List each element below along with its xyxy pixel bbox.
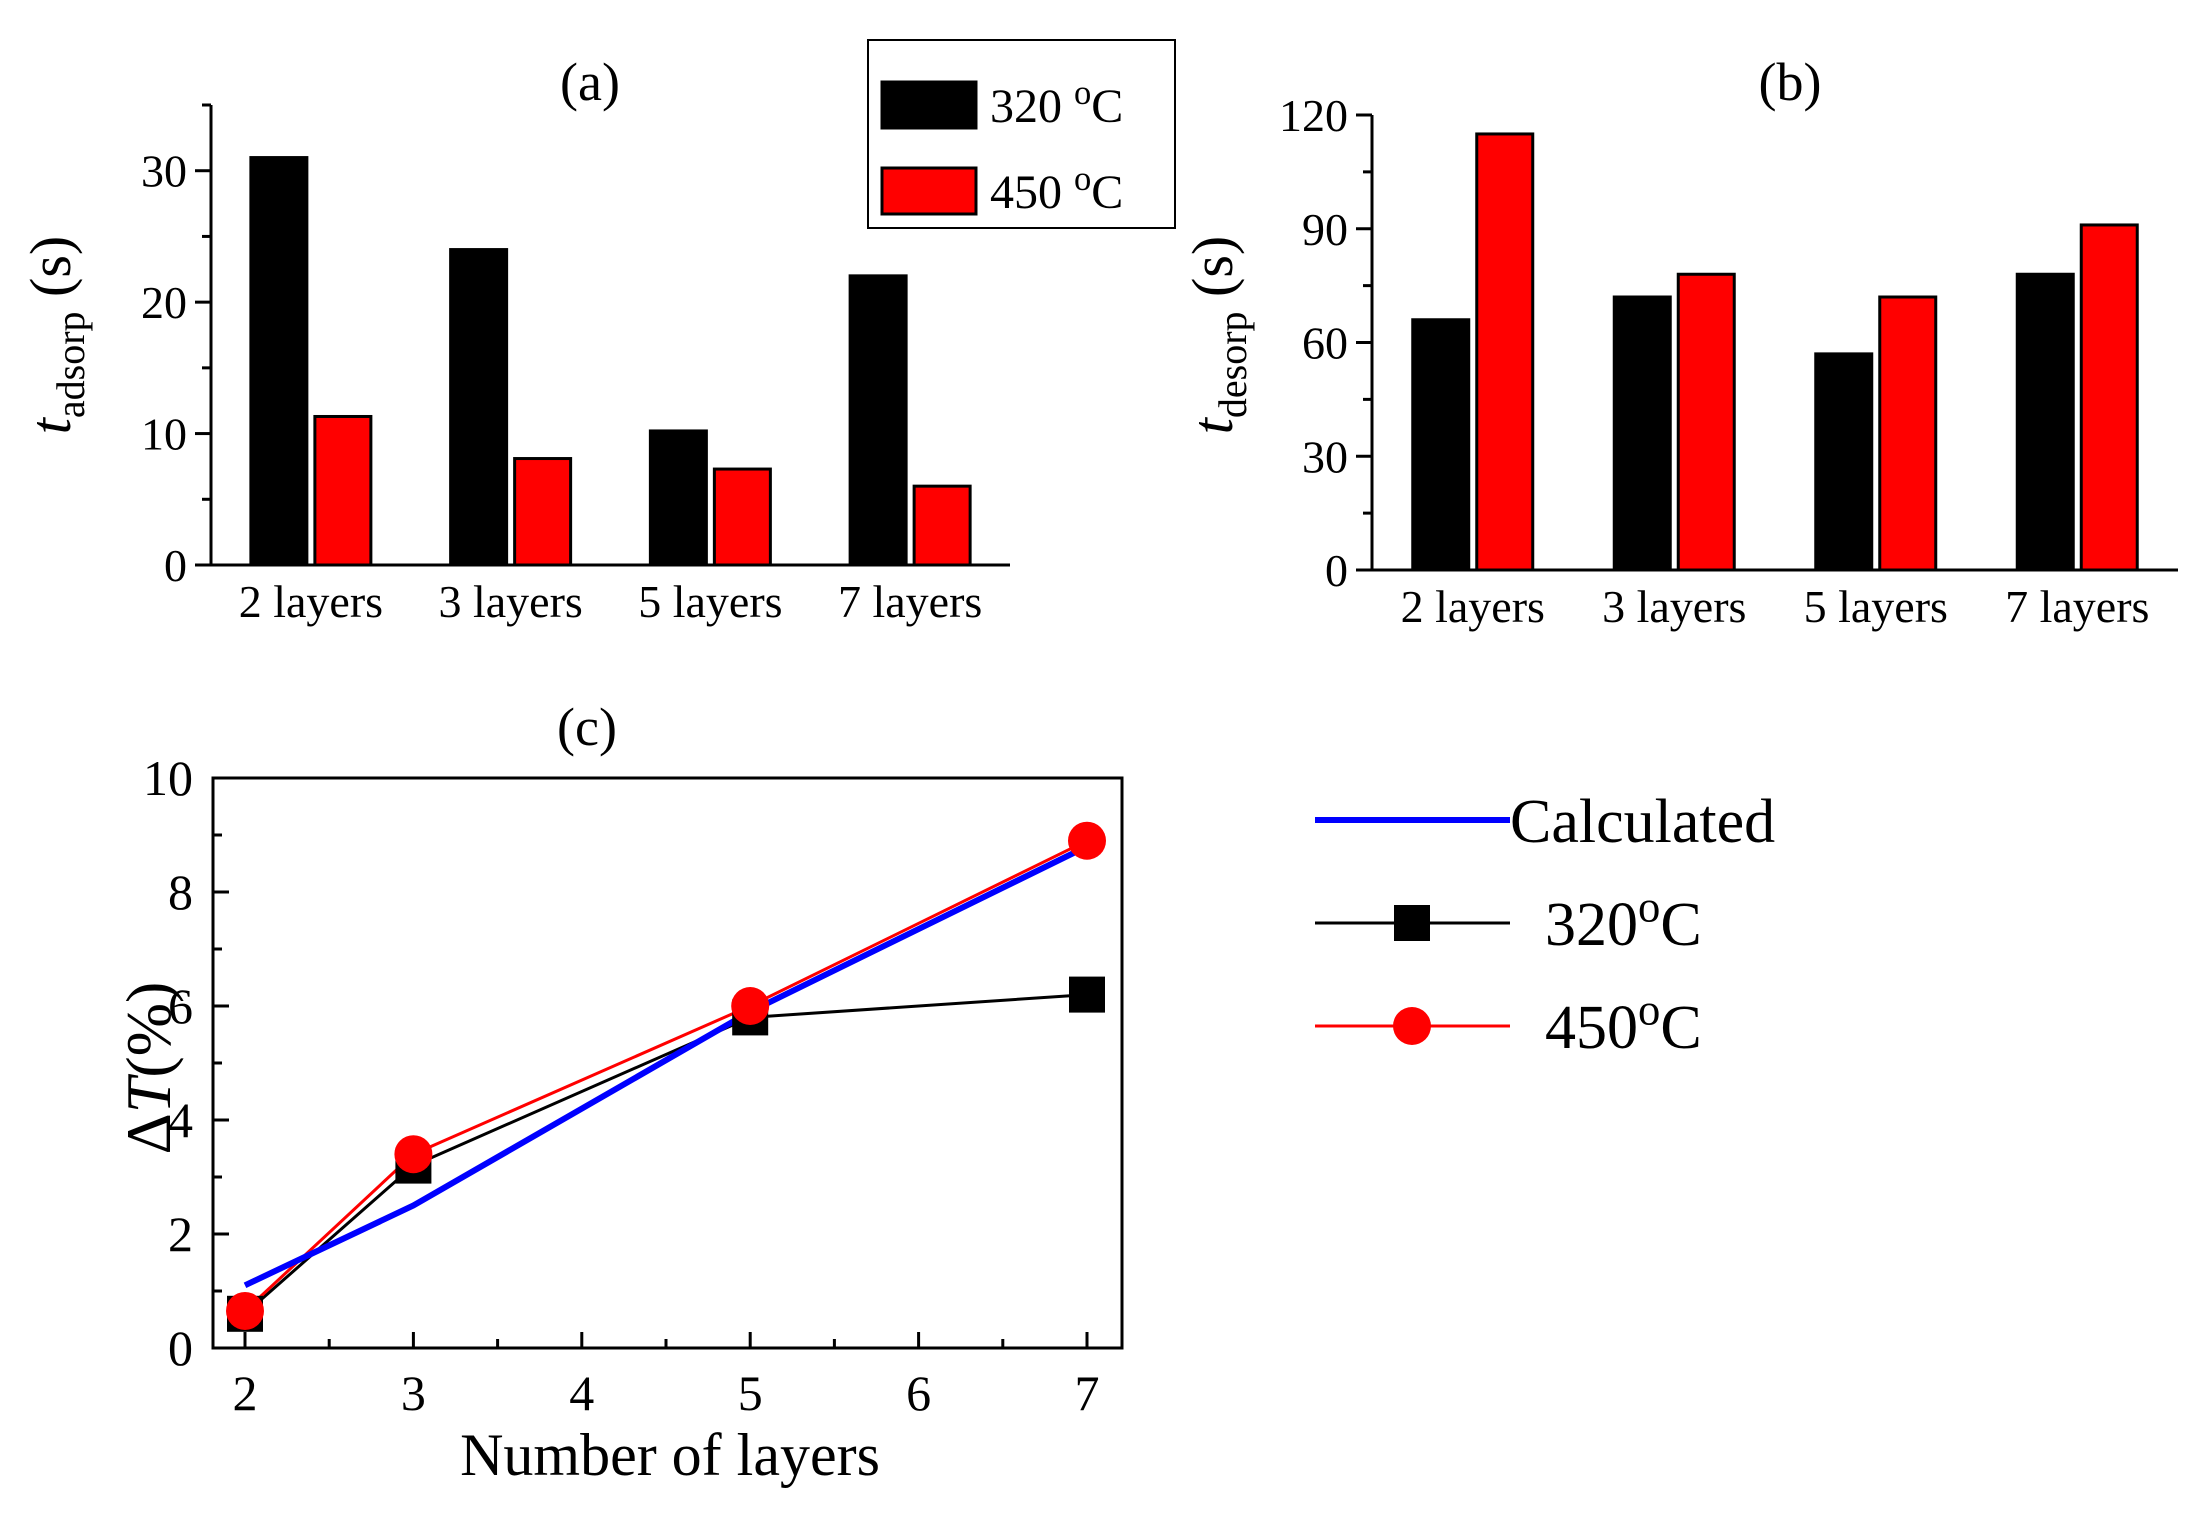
legend: Calculated 320oC 450oC xyxy=(1315,788,1775,1062)
x-tick-label: 5 layers xyxy=(638,576,782,627)
y-axis-label: tdesorp (s) xyxy=(1180,236,1255,434)
legend-label: 450 oC xyxy=(990,160,1123,219)
x-tick-label: 5 layers xyxy=(1804,581,1948,632)
y-axis-label: ΔT(%) xyxy=(113,982,184,1155)
bar xyxy=(313,414,373,567)
series-line xyxy=(244,993,1088,1315)
y-tick-label: 6 xyxy=(168,978,193,1034)
y-tick-label: 10 xyxy=(141,409,187,460)
x-tick-label: 3 layers xyxy=(438,576,582,627)
legend-label: 320 oC xyxy=(990,74,1123,133)
y-tick-label: 4 xyxy=(168,1092,193,1148)
y-tick-label: 120 xyxy=(1279,90,1348,141)
y-tick-label: 2 xyxy=(168,1206,193,1262)
bar-chart-b: 0 30 60 90 120 2 layers 3 layers 5 layers 7 laye… xyxy=(1180,52,2178,632)
bar xyxy=(1814,352,1874,572)
bar xyxy=(1475,132,1535,572)
legend: 320 oC 450 oC xyxy=(867,39,1176,229)
bar xyxy=(1676,272,1736,572)
y-axis-label: tadsorp (s) xyxy=(18,236,93,434)
x-tick-label: 5 xyxy=(738,1365,763,1421)
legend-swatch xyxy=(880,80,978,130)
x-tick-label: 7 layers xyxy=(838,576,982,627)
legend-label: 450oC xyxy=(1545,984,1702,1062)
x-axis-label: Number of layers xyxy=(460,1422,880,1488)
y-tick-label: 60 xyxy=(1302,318,1348,369)
bar xyxy=(848,274,908,567)
data-point xyxy=(226,1291,264,1330)
x-tick-label: 7 xyxy=(1075,1365,1100,1421)
legend-marker xyxy=(1393,1007,1431,1045)
data-point xyxy=(731,987,770,1025)
x-tick-label: 3 layers xyxy=(1602,581,1746,632)
plot-frame xyxy=(211,776,1124,1350)
series-line xyxy=(243,843,1089,1289)
data-point xyxy=(394,1135,433,1174)
bar-chart-a: 0 10 20 30 2 layers 3 layers 5 layers 7 layers (… xyxy=(18,39,1176,627)
x-tick-label: 7 layers xyxy=(2005,581,2149,632)
y-tick-label: 10 xyxy=(143,750,193,806)
legend-label: Calculated xyxy=(1510,788,1775,856)
chart-title: (a) xyxy=(560,52,620,112)
x-tick-label: 3 xyxy=(401,1365,426,1421)
bar xyxy=(1878,295,1938,572)
x-tick-label: 2 layers xyxy=(1401,581,1545,632)
legend-label: 320oC xyxy=(1545,881,1702,959)
y-tick-label: 30 xyxy=(1302,431,1348,482)
bar xyxy=(2079,223,2139,572)
bar xyxy=(912,484,972,567)
data-point xyxy=(1068,821,1106,860)
y-tick-label: 20 xyxy=(141,277,187,328)
series-line xyxy=(243,839,1088,1313)
x-tick-label: 4 xyxy=(569,1365,594,1421)
y-tick-label: 0 xyxy=(164,540,187,591)
bar xyxy=(712,467,772,567)
bar xyxy=(449,248,509,567)
legend-swatch xyxy=(880,166,978,216)
legend-marker xyxy=(1394,905,1430,941)
chart-title: (b) xyxy=(1759,52,1822,112)
bar xyxy=(513,457,573,567)
x-tick-label: 6 xyxy=(906,1365,931,1421)
y-tick-label: 8 xyxy=(168,864,193,920)
y-tick-label: 0 xyxy=(1325,545,1348,596)
bar xyxy=(249,156,309,567)
chart-title: (c) xyxy=(557,697,617,757)
y-tick-label: 30 xyxy=(141,146,187,197)
bar xyxy=(2015,272,2075,572)
y-tick-label: 90 xyxy=(1302,204,1348,255)
bar xyxy=(648,429,708,567)
y-tick-label: 0 xyxy=(168,1320,193,1376)
x-tick-label: 2 xyxy=(233,1365,258,1421)
bar xyxy=(1411,318,1471,572)
x-tick-label: 2 layers xyxy=(239,576,383,627)
data-point xyxy=(1069,976,1105,1013)
bar xyxy=(1612,295,1672,572)
